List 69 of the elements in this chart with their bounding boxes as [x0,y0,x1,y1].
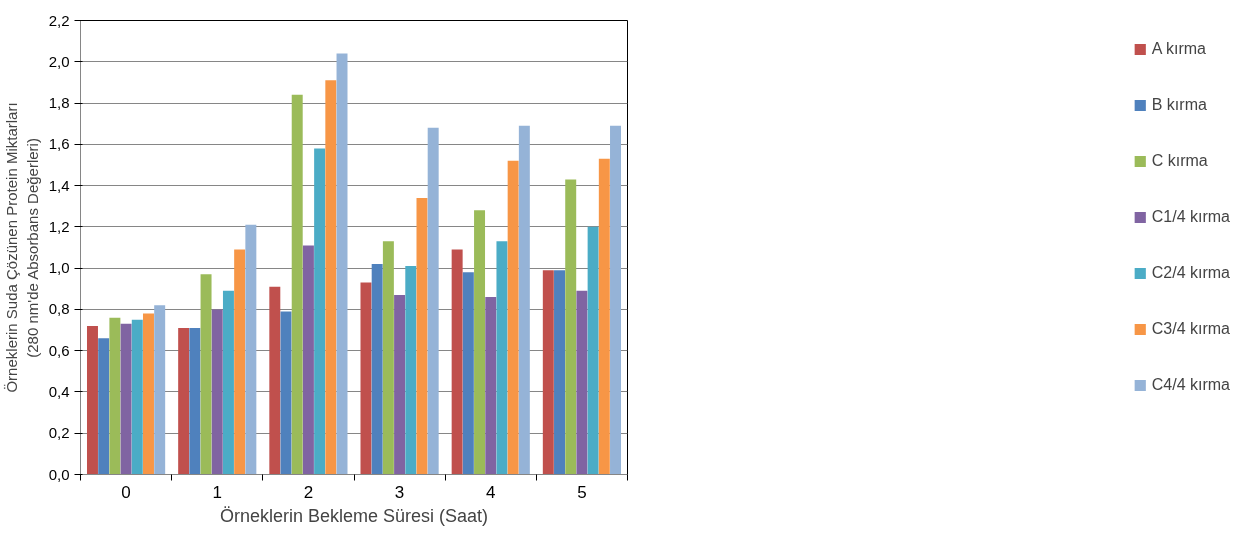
bar [598,158,610,475]
bar [360,282,372,475]
y-tick-label: 0,8 [48,300,70,318]
bar [245,224,257,475]
bar [211,309,223,475]
y-tick-label: 1,8 [48,94,70,112]
bar [336,53,348,475]
x-tick-label: 4 [486,482,496,502]
bar [394,294,406,475]
bar [565,179,577,475]
bar [200,274,212,475]
legend-label: C3/4 kırma [1151,320,1230,338]
y-tick-label: 1,2 [48,217,70,235]
bar [542,270,554,475]
y-tick-label: 2,0 [48,52,70,70]
bar [474,210,486,475]
bar [507,160,519,475]
legend-label: C1/4 kırma [1151,208,1230,226]
bar [143,313,154,475]
bar [451,249,463,475]
legend-label: C4/4 kırma [1151,376,1230,394]
bar [371,264,383,475]
bar [178,327,190,475]
x-tick-label: 0 [121,482,131,502]
y-tick-label: 0,2 [48,424,70,442]
x-tick-label: 3 [394,482,405,502]
x-tick-label: 1 [212,482,222,502]
y-tick-label: 1,6 [48,135,70,153]
bar [518,125,530,475]
bar [496,241,508,475]
bar [302,245,314,475]
y-tick-label: 1,4 [48,176,70,194]
bar [325,80,337,475]
bar [587,226,599,475]
bar [109,317,121,475]
bar [280,311,292,475]
bar [416,197,428,475]
bar [610,125,622,475]
bar [382,241,394,475]
y-axis-title: Örneklerin Suda Çözünen Protein Miktarları (280 nm'de Absorbans Değerleri) [3,102,41,393]
y-tick-label: 0,6 [48,341,70,359]
bar [269,286,281,475]
bar [485,297,497,475]
bar [576,290,588,475]
bar [405,266,417,475]
bar [154,305,166,475]
bar [189,327,201,475]
bar [131,319,143,475]
bar [314,148,326,475]
y-tick-label: 0,4 [48,382,70,400]
y-tick-label: 2,2 [48,11,70,29]
bar [427,127,439,475]
y-tick-label: 0,0 [48,465,70,483]
legend-label: C2/4 kırma [1151,264,1230,282]
legend-label: B kırma [1151,96,1207,114]
bar [291,94,303,475]
bar [98,338,110,475]
x-tick-label: 2 [303,482,314,502]
bar [120,323,132,475]
legend-label: C kırma [1151,152,1208,170]
bar [86,325,98,475]
bar [222,290,234,475]
legend-label: A kırma [1151,40,1206,58]
bar [462,272,474,475]
y-tick-label: 1,0 [48,259,70,277]
x-axis-title: Örneklerin Bekleme Süresi (Saat) [219,505,489,526]
bar [554,270,565,475]
x-tick-label: 5 [577,482,587,502]
bar [234,249,246,475]
